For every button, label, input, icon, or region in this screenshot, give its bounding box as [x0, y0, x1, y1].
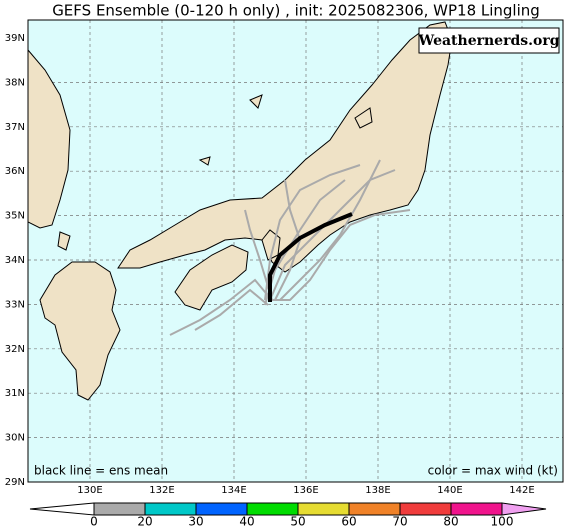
lat-label: 38N [5, 77, 25, 88]
lat-label: 31N [5, 388, 25, 399]
watermark: Weathernerds.org [418, 33, 560, 49]
colorbar-arrow-right [501, 502, 547, 516]
colorbar-tick-label: 80 [443, 515, 458, 529]
title: GEFS Ensemble (0-120 h only) , init: 202… [52, 2, 540, 20]
colorbar-tick-label: 100 [491, 515, 514, 529]
lat-label: 37N [5, 122, 25, 133]
colorbar-tick-label: 70 [392, 515, 407, 529]
lat-label: 29N [5, 477, 25, 488]
footer-right: color = max wind (kt) [428, 464, 558, 478]
lat-label: 39N [5, 33, 25, 44]
colorbar-tick-label: 20 [137, 515, 152, 529]
lon-label: 134E [221, 485, 246, 496]
colorbar-segment [399, 502, 452, 516]
lat-label: 32N [5, 344, 25, 355]
lon-label: 136E [293, 485, 318, 496]
colorbar-segment [93, 502, 146, 516]
colorbar-tick-label: 30 [188, 515, 203, 529]
colorbar-tick-label: 50 [290, 515, 305, 529]
lat-label: 30N [5, 433, 25, 444]
lat-label: 33N [5, 299, 25, 310]
colorbar-segment [195, 502, 248, 516]
colorbar-arrow-left [29, 502, 95, 516]
colorbar-segment [246, 502, 299, 516]
lon-label: 140E [437, 485, 462, 496]
lon-label: 130E [77, 485, 102, 496]
colorbar-segment [348, 502, 401, 516]
colorbar-segment [144, 502, 197, 516]
colorbar-tick-label: 60 [341, 515, 356, 529]
lat-label: 34N [5, 255, 25, 266]
colorbar-segment [450, 502, 503, 516]
colorbar-tick-label: 0 [90, 515, 98, 529]
lon-label: 138E [365, 485, 390, 496]
lon-label: 142E [509, 485, 534, 496]
ensemble-mean-track [268, 212, 353, 302]
colorbar-tick-label: 40 [239, 515, 254, 529]
colorbar-segment [297, 502, 350, 516]
lat-label: 35N [5, 211, 25, 222]
colorbar: 0 20 30 40 50 60 70 80 100 [29, 502, 547, 529]
lat-label: 36N [5, 166, 25, 177]
land [27, 21, 453, 401]
map-frame [27, 19, 564, 483]
lon-label: 132E [149, 485, 174, 496]
footer-left: black line = ens mean [34, 464, 168, 478]
watermark-box [418, 27, 560, 54]
graticule [28, 20, 563, 482]
